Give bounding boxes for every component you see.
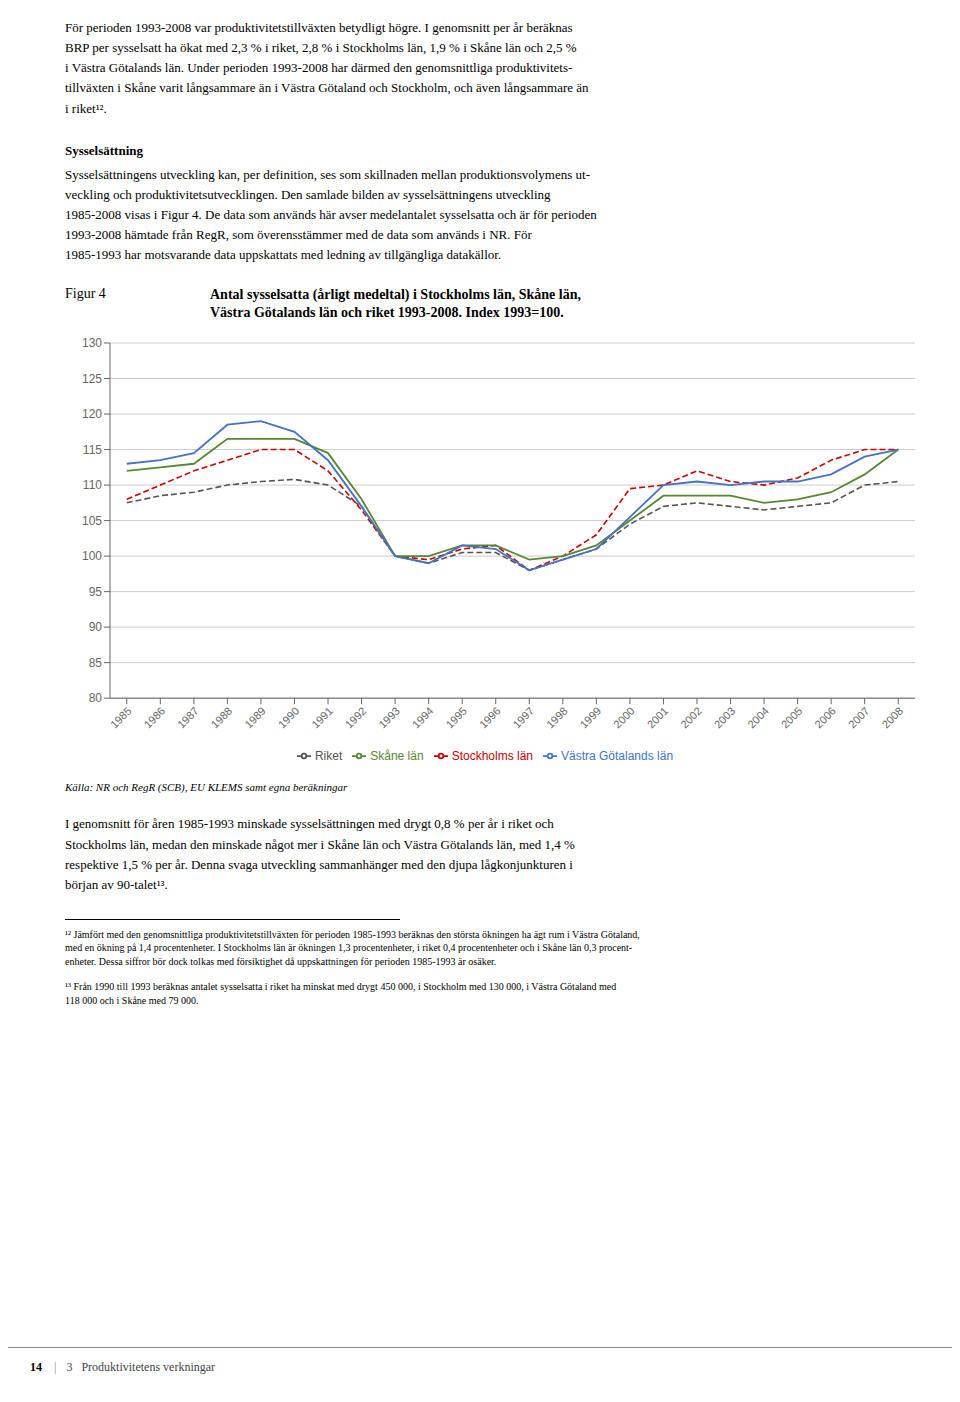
svg-text:1997: 1997: [510, 705, 536, 731]
svg-text:2006: 2006: [812, 705, 838, 731]
html-text:¹² Jämfört med den genomsnittl: ¹² Jämfört med den genomsnittliga produk…: [65, 928, 640, 967]
svg-text:1989: 1989: [242, 705, 268, 731]
svg-text:130: 130: [82, 337, 102, 351]
html-text:Skåne län: Skåne län: [370, 748, 424, 763]
svg-text:2002: 2002: [678, 705, 704, 731]
svg-text:1995: 1995: [443, 705, 469, 731]
svg-text:2000: 2000: [611, 705, 637, 731]
svg-text:1994: 1994: [410, 705, 436, 731]
svg-text:1987: 1987: [175, 705, 201, 731]
svg-text:1992: 1992: [343, 705, 369, 731]
html-text:Sysselsättningens utveckling k: Sysselsättningens utveckling kan, per de…: [65, 166, 597, 263]
svg-text:2008: 2008: [879, 705, 905, 731]
svg-text:2001: 2001: [645, 705, 671, 731]
html-text:Riket: Riket: [314, 748, 343, 763]
html-text:3 Produktivitetens verkningar: 3 Produktivitetens verkningar: [66, 1360, 215, 1374]
svg-text:1998: 1998: [544, 705, 570, 731]
html-text:¹³ Från 1990 till 1993 beräkna: ¹³ Från 1990 till 1993 beräknas antalet …: [65, 981, 617, 1006]
svg-text:100: 100: [82, 550, 102, 564]
svg-text:110: 110: [83, 479, 102, 493]
svg-text:115: 115: [83, 443, 102, 457]
svg-text:80: 80: [89, 692, 103, 706]
html-text:Stockholms län: Stockholms län: [451, 748, 533, 763]
svg-text:125: 125: [82, 372, 102, 386]
svg-text:1988: 1988: [209, 705, 235, 731]
html-text:Västra Götalands län: Västra Götalands län: [561, 748, 674, 763]
svg-text:1993: 1993: [376, 705, 402, 731]
html-text:För perioden 1993-2008 var pro: För perioden 1993-2008 var produktivitet…: [65, 20, 589, 116]
svg-text:1999: 1999: [577, 705, 603, 731]
svg-text:95: 95: [89, 585, 103, 599]
svg-text:1990: 1990: [276, 705, 302, 731]
svg-text:1986: 1986: [141, 705, 167, 731]
svg-text:105: 105: [82, 514, 102, 528]
html-text:Källa: NR och RegR (SCB), EU K: Källa: NR och RegR (SCB), EU KLEMS samt …: [65, 781, 348, 794]
html-text:I genomsnitt för åren 1985-199: I genomsnitt för åren 1985-1993 minskade…: [65, 816, 575, 892]
html-text:Antal sysselsatta (årligt mede: Antal sysselsatta (årligt medeltal) i St…: [210, 286, 581, 321]
svg-text:2007: 2007: [846, 705, 872, 731]
html-text:Sysselsättning: Sysselsättning: [65, 142, 143, 158]
svg-text:1991: 1991: [309, 705, 335, 731]
svg-text:1996: 1996: [477, 705, 503, 731]
svg-text:90: 90: [89, 621, 103, 635]
html-text:14: 14: [30, 1360, 42, 1374]
svg-text:1985: 1985: [108, 705, 134, 731]
svg-text:2003: 2003: [712, 705, 738, 731]
html-text:Figur 4: Figur 4: [65, 285, 106, 301]
svg-text:2004: 2004: [745, 705, 771, 731]
svg-text:85: 85: [89, 656, 103, 670]
svg-text:2005: 2005: [779, 705, 805, 731]
svg-text:120: 120: [82, 408, 102, 422]
